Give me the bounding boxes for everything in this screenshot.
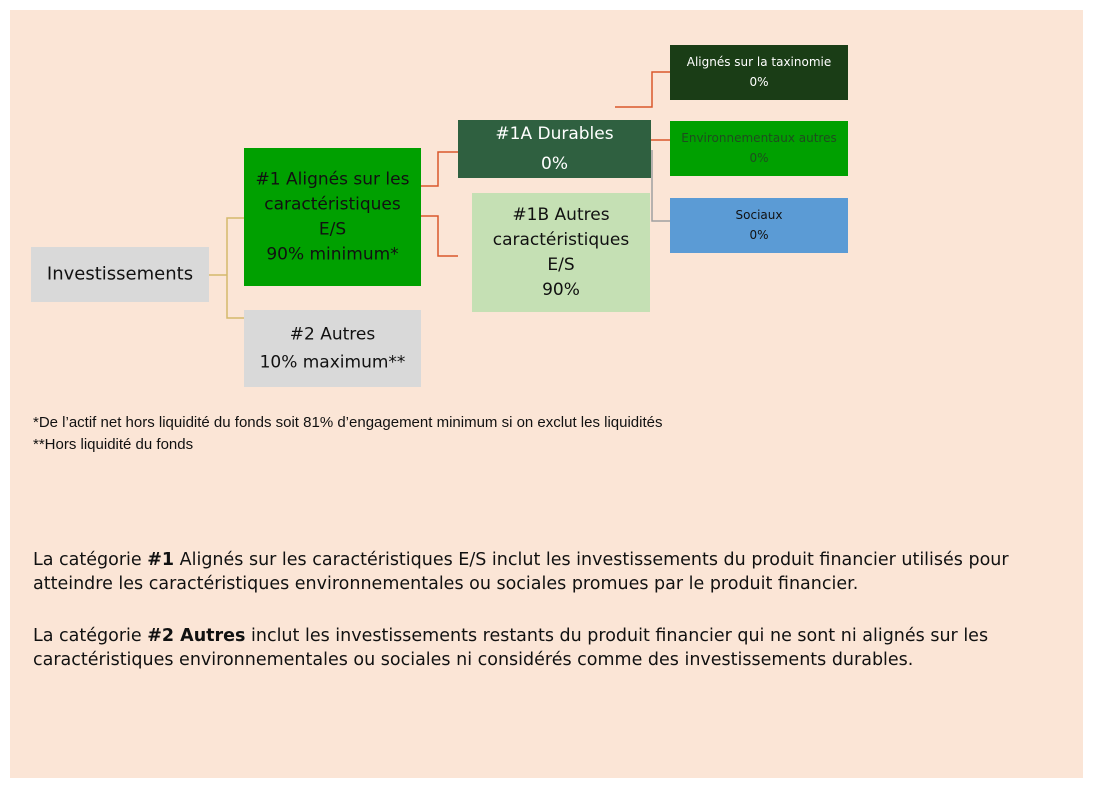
node-label: Environnementaux autres [681,131,836,145]
connector [226,217,244,319]
node-box [244,310,421,387]
node-label: 0% [541,154,568,174]
node-box [670,121,848,176]
node: #1B Autres caractéristiques E/S 90% [472,193,650,312]
node-label: Alignés sur la taxinomie [687,55,832,69]
node-label: 0% [749,75,768,89]
paragraph: La catégorie #2 Autres inclut les invest… [33,624,1058,672]
text-run: inclut les investissements restants du p… [33,626,994,670]
text-run: #2 Autres [147,626,246,646]
node-label: 90% minimum* [266,245,398,265]
node-label: 0% [749,228,768,242]
text-run: #1 [147,550,175,570]
node-box [31,247,209,302]
node-label: 90% [542,280,580,300]
footnote: **Hors liquidité du fonds [33,436,194,453]
node-label: E/S [319,220,346,240]
node-label: Investissements [47,264,193,285]
node-label: 0% [749,151,768,165]
node-label: #1 Alignés sur les [256,170,410,190]
connector [651,150,670,222]
paragraph: La catégorie #1 Alignés sur les caractér… [33,548,1058,596]
node-label: caractéristiques [493,230,630,250]
node-box [670,198,848,253]
text-run: Alignés sur les caractéristiques E/S inc… [33,550,1015,594]
node: Investissements [31,247,209,302]
node-box [458,120,651,178]
node-box [472,193,650,312]
node-label: caractéristiques [264,195,401,215]
footnote: *De l’actif net hors liquidité du fonds … [33,414,663,431]
connector [421,215,458,257]
node-label: 10% maximum** [260,353,406,373]
node-label: #1A Durables [495,124,613,144]
node: #1A Durables 0% [458,120,651,178]
node-label: E/S [547,255,574,275]
diagram: Investissements #1 Alignés sur les caracté… [31,45,848,387]
node-label: #1B Autres [512,205,609,225]
connectors [209,71,670,319]
connector [421,151,458,187]
node-box [670,45,848,100]
node: Sociaux 0% [670,198,848,253]
connector [615,71,670,108]
node: Environnementaux autres 0% [670,121,848,176]
node: #2 Autres 10% maximum** [244,310,421,387]
node: Alignés sur la taxinomie 0% [670,45,848,100]
node-label: Sociaux [736,208,783,222]
node: #1 Alignés sur les caractéristiques E/S 90%… [244,148,421,286]
node-label: #2 Autres [290,325,376,345]
node-box [244,148,421,286]
text-run: La catégorie [33,550,148,570]
text-run: La catégorie [33,626,148,646]
